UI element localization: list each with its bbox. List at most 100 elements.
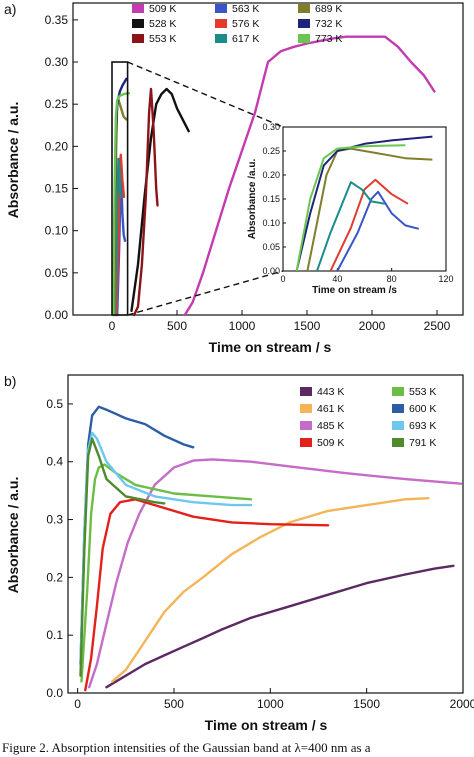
panel-b-label: b) xyxy=(4,373,16,389)
panel-a-zoom-connector-bottom xyxy=(127,270,284,316)
panel-a-legend-swatch xyxy=(132,19,144,28)
panel-b-x-axis-label: Time on stream / s xyxy=(205,717,328,733)
panel-a-chart: a) 0 500 1000 1500 2000 2500 0.00 0.05 0.10 0.15 0… xyxy=(4,1,464,355)
panel-b-series-line xyxy=(84,498,330,692)
panel-b-legend-label: 553 K xyxy=(409,386,436,398)
panel-a-legend-label: 528 K xyxy=(149,18,176,30)
panel-a-x-tick-label: 2500 xyxy=(424,319,451,333)
panel-b-y-tick-label: 0.5 xyxy=(46,397,63,411)
panel-b-x-tick-label: 0 xyxy=(74,697,81,711)
panel-b-y-tick-label: 0.0 xyxy=(46,686,63,700)
panel-a-x-tick-label: 1000 xyxy=(229,319,256,333)
panel-b-x-tick-label: 500 xyxy=(164,697,184,711)
inset-x-tick-label: 120 xyxy=(438,274,453,284)
panel-a-y-tick-label: 0.05 xyxy=(45,266,69,280)
panel-a-x-axis-label: Time on stream / s xyxy=(209,339,332,355)
panel-a-y-tick-label: 0.15 xyxy=(45,182,69,196)
inset-plot-frame xyxy=(282,126,447,272)
inset-x-tick-label: 80 xyxy=(387,274,397,284)
panel-a-x-tick-label: 2000 xyxy=(359,319,386,333)
inset-y-tick-label: 0.25 xyxy=(262,146,280,156)
inset-y-tick-label: 0.20 xyxy=(262,170,280,180)
panel-a-legend-swatch xyxy=(132,34,144,43)
panel-a-y-tick-label: 0.30 xyxy=(45,55,69,69)
panel-a-legend-swatch xyxy=(215,19,227,28)
panel-a-legend-label: 732 K xyxy=(315,18,342,30)
panel-a-series-line xyxy=(183,35,436,317)
panel-a-legend-label: 563 K xyxy=(232,3,259,15)
panel-b-legend-label: 600 K xyxy=(409,403,436,415)
panel-b-legend-swatch xyxy=(300,421,312,430)
panel-a-plot-frame xyxy=(72,2,464,316)
panel-b-x-tick-label: 1500 xyxy=(353,697,380,711)
panel-a-series-line xyxy=(115,153,126,317)
inset-series-line xyxy=(316,181,386,271)
inset-series-line xyxy=(295,144,406,271)
panel-b-y-axis-label: Absorbance / a.u. xyxy=(5,477,21,594)
panel-a-legend-label: 553 K xyxy=(149,33,176,45)
panel-a-series-line xyxy=(114,157,123,317)
panel-b-series-line xyxy=(105,564,455,689)
panel-a-y-tick-label: 0.35 xyxy=(45,13,69,27)
panel-b-legend-label: 443 K xyxy=(317,386,344,398)
panel-b-legend-swatch xyxy=(392,438,404,447)
panel-a-legend-swatch xyxy=(215,4,227,13)
panel-b-series-line xyxy=(80,463,253,683)
panel-a-legend-label: 576 K xyxy=(232,18,259,30)
panel-a-legend-label: 689 K xyxy=(315,3,342,15)
panel-b-x-tick-label: 1000 xyxy=(257,697,284,711)
panel-a-label: a) xyxy=(4,1,16,17)
panel-b-y-tick-label: 0.1 xyxy=(46,628,63,642)
inset-series-line xyxy=(295,135,433,271)
inset-series-line xyxy=(336,190,420,271)
panel-b-series-line xyxy=(79,437,166,677)
panel-b-legend-label: 509 K xyxy=(317,437,344,449)
panel-b-series-line xyxy=(88,458,463,689)
panel-a-legend-swatch xyxy=(298,4,310,13)
panel-a-legend-swatch xyxy=(132,4,144,13)
panel-b-legend-swatch xyxy=(392,421,404,430)
panel-b-chart: b) 0 500 1000 1500 2000 0.0 0.1 0.2 0.3 0.4 0.5 44… xyxy=(4,373,474,733)
panel-a-y-tick-label: 0.00 xyxy=(45,308,69,322)
panel-a-y-tick-label: 0.25 xyxy=(45,97,69,111)
panel-a-series-line xyxy=(130,87,190,312)
panel-a-series-line xyxy=(112,92,131,317)
inset-y-tick-label: 0.15 xyxy=(262,194,280,204)
panel-a-legend-label: 617 K xyxy=(232,33,259,45)
panel-b-legend-label: 485 K xyxy=(317,420,344,432)
inset-x-axis-label: Time on stream /s xyxy=(312,285,397,296)
panel-b-legend-swatch xyxy=(392,387,404,396)
panel-b-y-tick-label: 0.2 xyxy=(46,570,63,584)
panel-a-y-tick-label: 0.20 xyxy=(45,139,69,153)
panel-a-series-line xyxy=(132,87,159,317)
inset-y-tick-label: 0.30 xyxy=(262,122,280,132)
inset-y-axis-label: Absorbance /a.u. xyxy=(247,158,258,239)
panel-a-x-tick-label: 500 xyxy=(167,319,187,333)
panel-b-legend-swatch xyxy=(300,438,312,447)
panel-b-x-tick-label: 2000 xyxy=(450,697,474,711)
panel-b-series-line xyxy=(111,497,430,683)
inset-y-tick-label: 0.10 xyxy=(262,218,280,228)
panel-b-legend-swatch xyxy=(300,387,312,396)
panel-a-y-axis-label: Absorbance / a.u. xyxy=(5,102,21,219)
inset-y-tick-label: 0.05 xyxy=(262,242,280,252)
panel-a-zoom-connector-top xyxy=(127,61,284,128)
inset-x-tick-label: 0 xyxy=(280,274,285,284)
panel-a-legend-swatch xyxy=(298,19,310,28)
panel-b-y-tick-label: 0.3 xyxy=(46,513,63,527)
inset-y-tick-label: 0.00 xyxy=(262,266,280,276)
panel-a-legend-swatch xyxy=(215,34,227,43)
figure-caption: Figure 2. Absorption intensities of the … xyxy=(2,740,371,755)
panel-b-legend-swatch xyxy=(392,404,404,413)
panel-a-legend-swatch xyxy=(298,34,310,43)
inset-series-group xyxy=(295,135,433,271)
inset-x-tick-label: 40 xyxy=(332,274,342,284)
panel-a-legend-label: 509 K xyxy=(149,3,176,15)
panel-b-series-line xyxy=(79,405,195,666)
panel-b-legend-swatch xyxy=(300,404,312,413)
panel-a-x-tick-label: 0 xyxy=(109,319,116,333)
panel-a-zoom-box xyxy=(111,61,129,316)
panel-b-legend-label: 791 K xyxy=(409,437,436,449)
panel-b-legend-label: 693 K xyxy=(409,420,436,432)
